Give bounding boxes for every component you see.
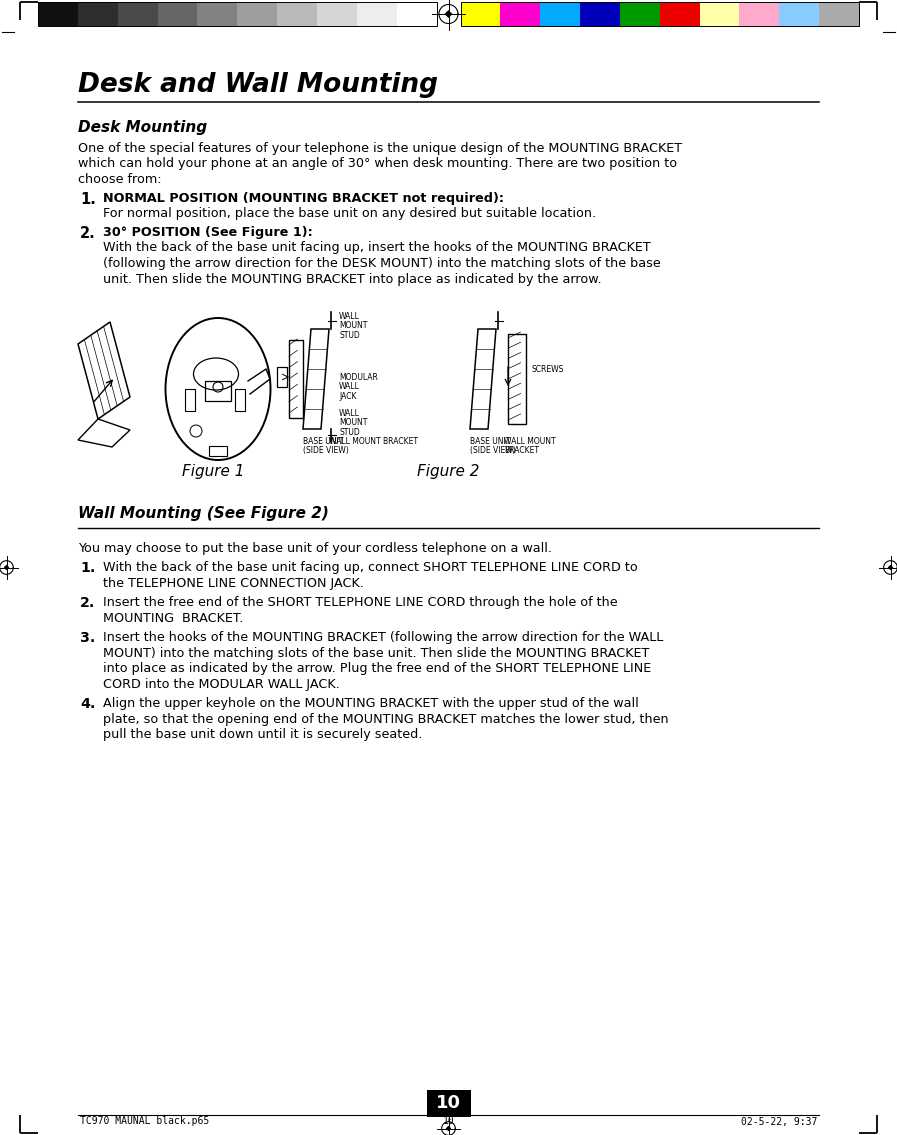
Bar xyxy=(317,2,357,26)
Bar xyxy=(580,2,620,26)
Text: Wall Mounting (See Figure 2): Wall Mounting (See Figure 2) xyxy=(78,506,329,521)
Text: 02-5-22, 9:37: 02-5-22, 9:37 xyxy=(741,1117,817,1127)
Bar xyxy=(277,367,287,387)
Bar xyxy=(158,2,197,26)
Bar xyxy=(620,2,660,26)
Bar xyxy=(205,381,231,401)
Bar xyxy=(277,2,317,26)
Text: CORD into the MODULAR WALL JACK.: CORD into the MODULAR WALL JACK. xyxy=(103,678,340,691)
Text: 1.: 1. xyxy=(80,562,95,575)
Bar xyxy=(460,2,501,26)
Text: 3.: 3. xyxy=(80,631,95,646)
Text: Align the upper keyhole on the MOUNTING BRACKET with the upper stud of the wall: Align the upper keyhole on the MOUNTING … xyxy=(103,698,639,711)
Bar xyxy=(357,2,396,26)
Bar xyxy=(779,2,819,26)
Text: Desk Mounting: Desk Mounting xyxy=(78,119,207,135)
Text: Figure 1: Figure 1 xyxy=(182,464,244,479)
Text: WALL MOUNT BRACKET: WALL MOUNT BRACKET xyxy=(329,437,418,446)
Bar xyxy=(700,2,739,26)
Text: 30° POSITION (See Figure 1):: 30° POSITION (See Figure 1): xyxy=(103,226,313,239)
Text: Insert the free end of the SHORT TELEPHONE LINE CORD through the hole of the: Insert the free end of the SHORT TELEPHO… xyxy=(103,597,618,609)
Bar xyxy=(460,2,859,26)
Text: WALL
MOUNT
STUD: WALL MOUNT STUD xyxy=(339,312,368,339)
Text: Figure 2: Figure 2 xyxy=(417,464,479,479)
Bar xyxy=(235,389,245,411)
Text: WALL
MOUNT
STUD: WALL MOUNT STUD xyxy=(339,409,368,437)
Text: BASE UNIT
(SIDE VIEW): BASE UNIT (SIDE VIEW) xyxy=(470,437,516,455)
Bar xyxy=(38,2,437,26)
Bar xyxy=(501,2,540,26)
Bar xyxy=(508,334,526,424)
Text: choose from:: choose from: xyxy=(78,173,161,185)
Text: MOUNTING  BRACKET.: MOUNTING BRACKET. xyxy=(103,612,243,625)
Text: MOUNT) into the matching slots of the base unit. Then slide the MOUNTING BRACKET: MOUNT) into the matching slots of the ba… xyxy=(103,647,649,659)
Polygon shape xyxy=(4,564,9,571)
Bar xyxy=(426,1090,471,1117)
Text: 1.: 1. xyxy=(80,192,96,207)
Bar xyxy=(78,2,118,26)
Bar xyxy=(819,2,859,26)
Text: the TELEPHONE LINE CONNECTION JACK.: the TELEPHONE LINE CONNECTION JACK. xyxy=(103,577,364,590)
Text: Desk and Wall Mounting: Desk and Wall Mounting xyxy=(78,72,438,98)
Text: 2.: 2. xyxy=(80,226,96,241)
Bar xyxy=(396,2,437,26)
Text: For normal position, place the base unit on any desired but suitable location.: For normal position, place the base unit… xyxy=(103,208,597,220)
Text: unit. Then slide the MOUNTING BRACKET into place as indicated by the arrow.: unit. Then slide the MOUNTING BRACKET in… xyxy=(103,272,602,286)
Text: Insert the hooks of the MOUNTING BRACKET (following the arrow direction for the : Insert the hooks of the MOUNTING BRACKET… xyxy=(103,631,663,645)
Bar xyxy=(289,340,303,418)
Polygon shape xyxy=(445,10,452,18)
Text: You may choose to put the base unit of your cordless telephone on a wall.: You may choose to put the base unit of y… xyxy=(78,543,552,555)
Text: 10: 10 xyxy=(436,1094,461,1112)
Text: into place as indicated by the arrow. Plug the free end of the SHORT TELEPHONE L: into place as indicated by the arrow. Pl… xyxy=(103,663,651,675)
Text: SCREWS: SCREWS xyxy=(531,364,563,373)
Text: With the back of the base unit facing up, connect SHORT TELEPHONE LINE CORD to: With the back of the base unit facing up… xyxy=(103,562,638,574)
Text: NORMAL POSITION (MOUNTING BRACKET not required):: NORMAL POSITION (MOUNTING BRACKET not re… xyxy=(103,192,504,205)
Bar xyxy=(660,2,700,26)
Bar xyxy=(237,2,277,26)
Text: TC970 MAUNAL black.p65: TC970 MAUNAL black.p65 xyxy=(80,1117,209,1127)
Text: (following the arrow direction for the DESK MOUNT) into the matching slots of th: (following the arrow direction for the D… xyxy=(103,257,661,270)
Text: With the back of the base unit facing up, insert the hooks of the MOUNTING BRACK: With the back of the base unit facing up… xyxy=(103,242,650,254)
Bar xyxy=(118,2,158,26)
Bar xyxy=(540,2,580,26)
Text: One of the special features of your telephone is the unique design of the MOUNTI: One of the special features of your tele… xyxy=(78,142,682,154)
Text: plate, so that the opening end of the MOUNTING BRACKET matches the lower stud, t: plate, so that the opening end of the MO… xyxy=(103,713,668,726)
Polygon shape xyxy=(888,564,893,571)
Bar xyxy=(739,2,779,26)
Polygon shape xyxy=(446,1126,451,1132)
Text: BASE UNIT
(SIDE VIEW): BASE UNIT (SIDE VIEW) xyxy=(303,437,349,455)
Bar xyxy=(185,389,195,411)
Text: 4.: 4. xyxy=(80,698,95,712)
Bar xyxy=(197,2,237,26)
Text: pull the base unit down until it is securely seated.: pull the base unit down until it is secu… xyxy=(103,729,422,741)
Bar xyxy=(38,2,78,26)
Text: which can hold your phone at an angle of 30° when desk mounting. There are two p: which can hold your phone at an angle of… xyxy=(78,157,677,170)
Bar xyxy=(209,446,227,456)
Text: WALL MOUNT
BRACKET: WALL MOUNT BRACKET xyxy=(504,437,555,455)
Text: 10: 10 xyxy=(442,1117,455,1127)
Text: MODULAR
WALL
JACK: MODULAR WALL JACK xyxy=(339,373,378,401)
Text: 2.: 2. xyxy=(80,597,95,611)
